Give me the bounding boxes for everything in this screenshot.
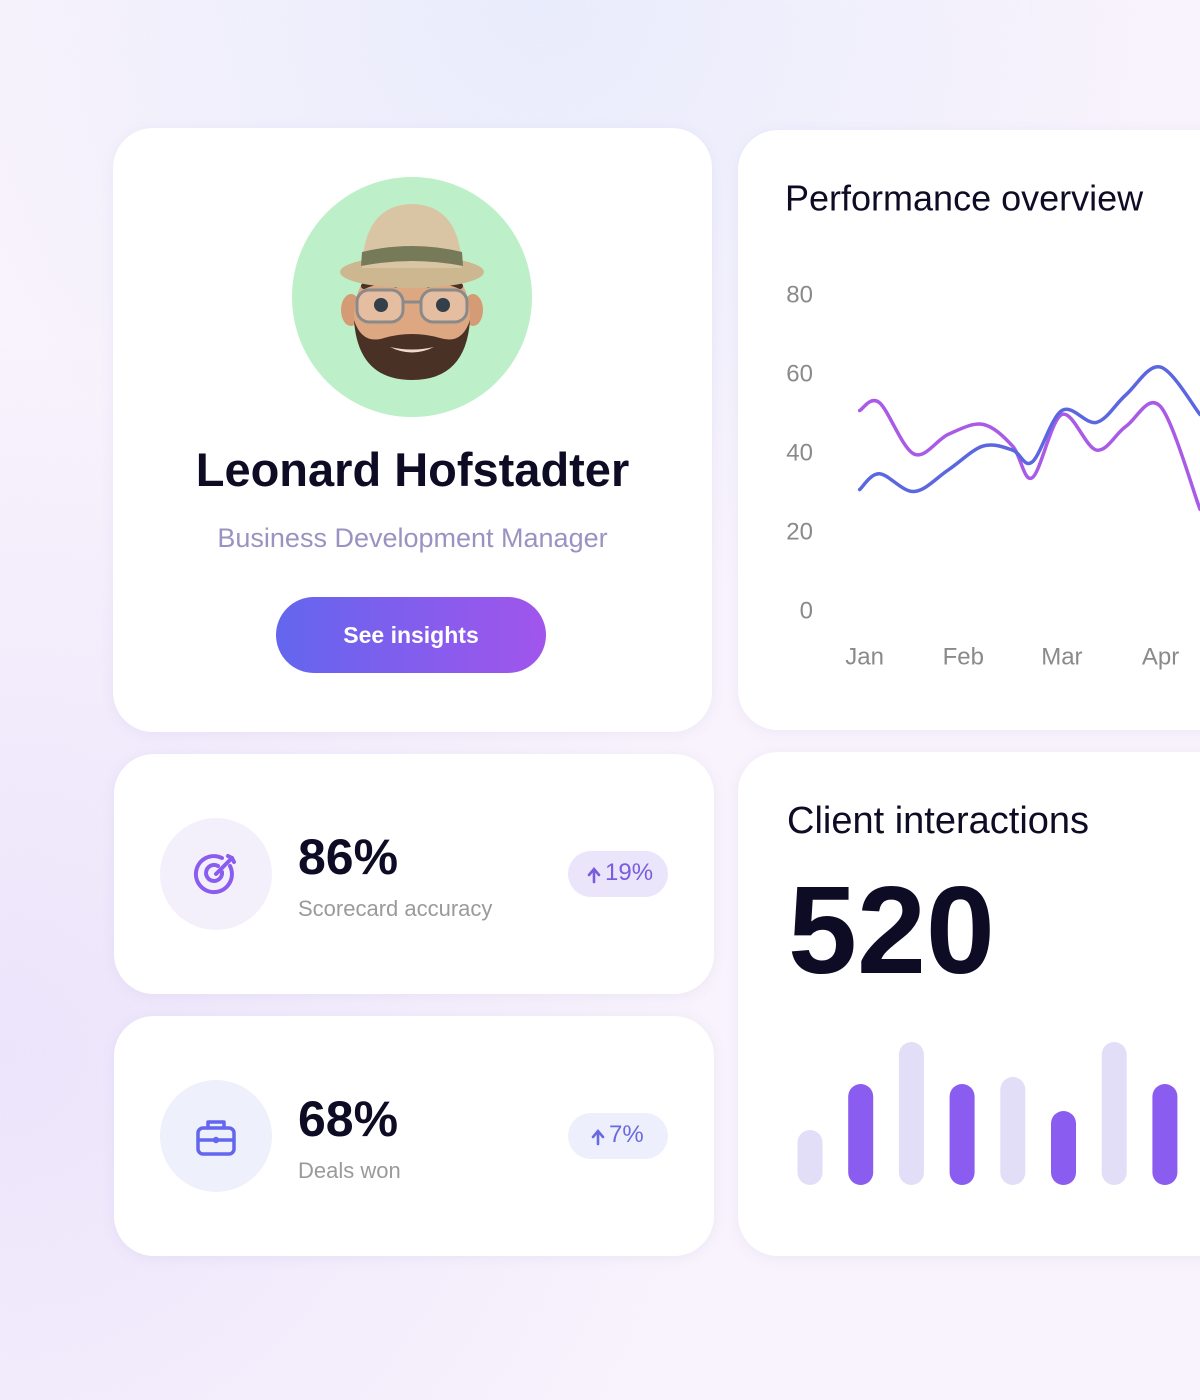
- change-badge: [568, 851, 668, 897]
- profile-role: Business Development Manager: [217, 523, 608, 553]
- change-badge: [568, 1113, 668, 1159]
- stat-value: 68%: [298, 1091, 399, 1147]
- stat-label: Scorecard accuracy: [298, 896, 493, 921]
- client-card: [738, 752, 1200, 1256]
- stat-label: Deals won: [298, 1158, 401, 1183]
- stat-value: 86%: [298, 829, 399, 885]
- icon-circle: [160, 1080, 272, 1192]
- insights-button[interactable]: See insights: [276, 597, 546, 673]
- profile-name: Leonard Hofstadter: [195, 443, 630, 496]
- change-value: 7%: [609, 1121, 644, 1148]
- performance-card: [738, 130, 1200, 730]
- change-value: 19%: [605, 859, 654, 886]
- icon-circle: [160, 818, 272, 930]
